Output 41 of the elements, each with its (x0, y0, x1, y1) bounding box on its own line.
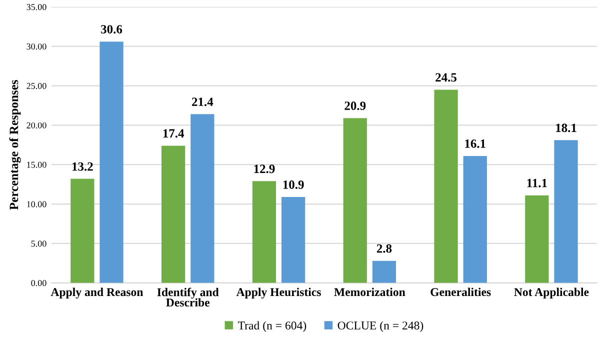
x-tick-label: Identify and Describe (157, 288, 219, 307)
bar (281, 196, 306, 283)
bar (554, 140, 578, 283)
y-tick-label: 20.00 (26, 122, 46, 128)
y-tick-label: 30.00 (26, 43, 46, 50)
bar (343, 118, 367, 283)
data-label: 18.1 (556, 124, 576, 132)
data-label: 16.1 (465, 139, 486, 148)
y-axis-title: Percentage of Responses (9, 80, 21, 210)
bar (190, 114, 214, 283)
bar (434, 90, 458, 283)
data-label: 17.4 (163, 129, 184, 138)
x-tick-label: Apply and Reason (50, 288, 144, 298)
data-label: 2.8 (376, 244, 392, 253)
legend-label: OCLUE (n = 248) (338, 321, 424, 332)
bar (525, 195, 549, 283)
bar (463, 156, 487, 283)
bar (70, 178, 94, 283)
y-tick-label: 35.00 (26, 4, 46, 10)
data-label: 10.9 (283, 180, 304, 189)
y-tick-label: 0.00 (31, 280, 46, 286)
bar (100, 42, 124, 283)
data-label: 21.4 (192, 98, 214, 106)
data-label: 24.5 (436, 73, 456, 82)
data-label: 20.9 (344, 102, 366, 110)
y-tick-label: 25.00 (26, 82, 46, 90)
legend-label: Trad (n = 604) (238, 321, 306, 332)
x-tick-label: Memorization (334, 288, 406, 296)
data-label: 30.6 (101, 25, 122, 34)
x-tick-label: Generalities (430, 288, 491, 296)
y-tick-label: 15.00 (27, 162, 46, 168)
data-label: 11.1 (527, 178, 547, 188)
bar (162, 146, 186, 283)
y-tick-label: 10.00 (27, 201, 46, 208)
data-label: 12.9 (254, 164, 275, 174)
data-label: 13.2 (72, 162, 93, 171)
x-tick-label: Apply Heuristics (236, 288, 321, 298)
bar (372, 260, 396, 283)
bar (252, 181, 276, 283)
y-tick-label: 5.00 (31, 240, 46, 247)
x-tick-label: Not Applicable (514, 288, 589, 298)
